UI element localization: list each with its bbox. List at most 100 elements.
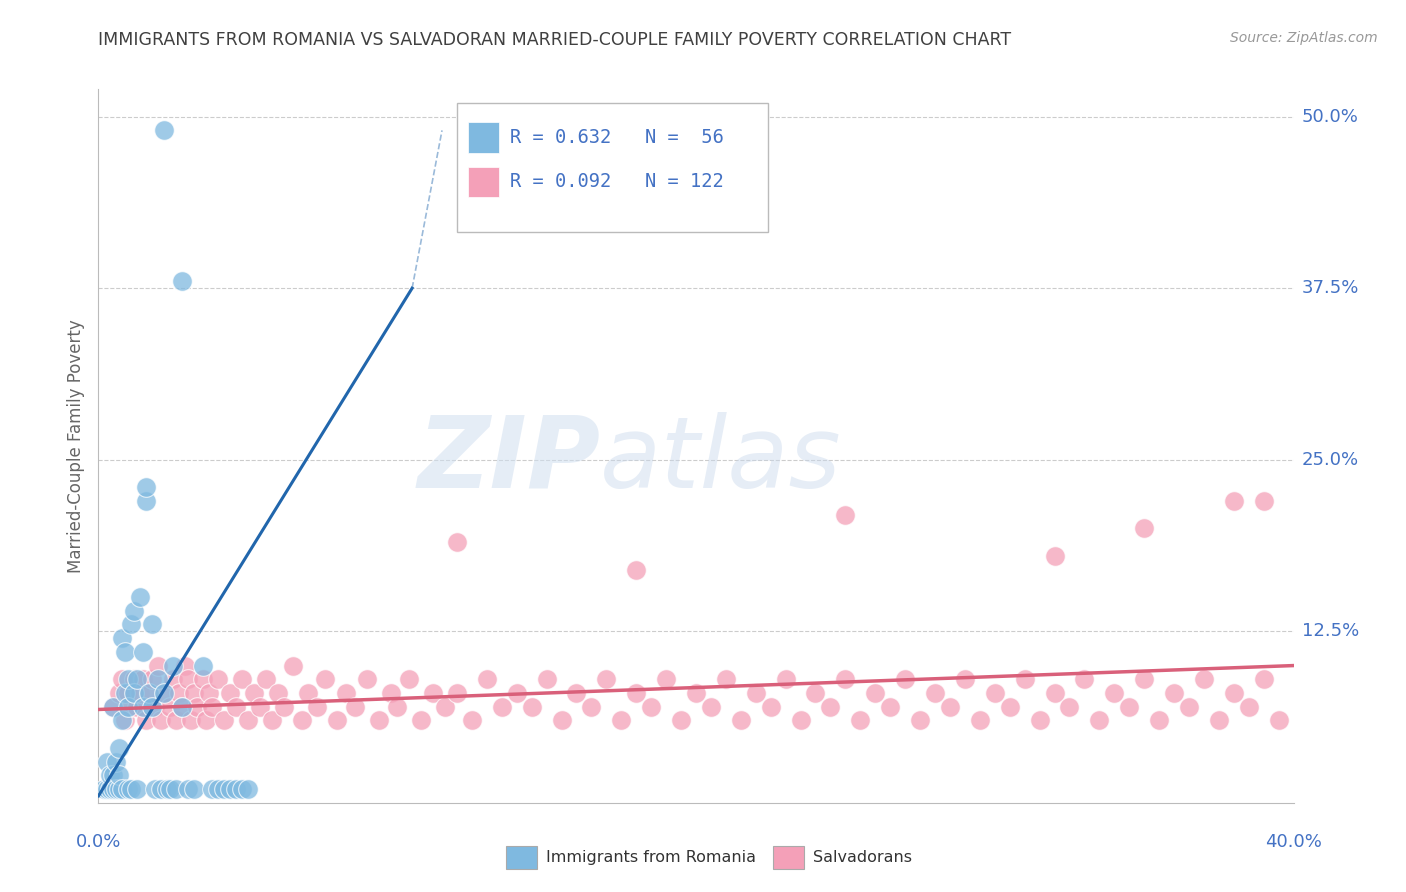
- Point: [132, 673, 155, 687]
- Point: [260, 714, 283, 728]
- Point: [135, 714, 157, 728]
- Point: [335, 686, 357, 700]
- Y-axis label: Married-Couple Family Poverty: Married-Couple Family Poverty: [66, 319, 84, 573]
- Point: [127, 782, 149, 797]
- Point: [834, 508, 856, 522]
- Point: [326, 714, 349, 728]
- Point: [207, 782, 229, 797]
- Point: [141, 699, 163, 714]
- Point: [610, 714, 633, 728]
- Point: [153, 123, 176, 137]
- Point: [167, 686, 190, 700]
- Point: [111, 714, 134, 728]
- Text: 40.0%: 40.0%: [1265, 833, 1322, 851]
- Point: [998, 699, 1021, 714]
- Point: [108, 782, 131, 797]
- Point: [344, 699, 367, 714]
- Point: [1192, 673, 1215, 687]
- Point: [1073, 673, 1095, 687]
- Point: [834, 673, 856, 687]
- Point: [1028, 714, 1050, 728]
- Point: [1223, 494, 1246, 508]
- Point: [183, 686, 205, 700]
- Point: [132, 699, 155, 714]
- Point: [894, 673, 917, 687]
- Point: [201, 699, 224, 714]
- Text: R = 0.092   N = 122: R = 0.092 N = 122: [510, 172, 724, 192]
- Point: [219, 686, 242, 700]
- Point: [108, 740, 131, 755]
- Point: [520, 699, 543, 714]
- Point: [446, 686, 468, 700]
- Point: [759, 699, 782, 714]
- Point: [148, 658, 170, 673]
- Point: [775, 673, 797, 687]
- Point: [177, 782, 200, 797]
- Point: [1043, 549, 1066, 563]
- Text: 25.0%: 25.0%: [1302, 450, 1360, 468]
- Point: [153, 686, 176, 700]
- Point: [1208, 714, 1230, 728]
- Point: [356, 673, 378, 687]
- Point: [172, 699, 194, 714]
- Point: [150, 714, 173, 728]
- Point: [315, 673, 337, 687]
- Point: [212, 782, 235, 797]
- Point: [305, 699, 328, 714]
- Point: [624, 686, 647, 700]
- Point: [1088, 714, 1111, 728]
- Point: [111, 673, 134, 687]
- Point: [953, 673, 976, 687]
- Point: [141, 617, 163, 632]
- Point: [475, 673, 498, 687]
- Point: [1237, 699, 1260, 714]
- Point: [98, 768, 122, 782]
- Point: [186, 699, 208, 714]
- Point: [124, 673, 146, 687]
- Point: [103, 782, 125, 797]
- Point: [297, 686, 319, 700]
- Point: [1059, 699, 1081, 714]
- Point: [1014, 673, 1036, 687]
- Point: [924, 686, 946, 700]
- Point: [191, 658, 214, 673]
- Point: [254, 673, 277, 687]
- Point: [730, 714, 752, 728]
- Point: [174, 658, 197, 673]
- Point: [150, 782, 173, 797]
- Point: [385, 699, 409, 714]
- Point: [281, 658, 304, 673]
- Point: [506, 686, 529, 700]
- Point: [93, 782, 115, 797]
- Point: [143, 782, 166, 797]
- Point: [368, 714, 391, 728]
- Point: [225, 782, 247, 797]
- Point: [879, 699, 901, 714]
- Text: 37.5%: 37.5%: [1302, 279, 1360, 297]
- Point: [120, 782, 142, 797]
- Point: [172, 274, 194, 288]
- Point: [273, 699, 295, 714]
- Point: [114, 686, 136, 700]
- Point: [1253, 673, 1275, 687]
- Point: [117, 699, 139, 714]
- Text: Source: ZipAtlas.com: Source: ZipAtlas.com: [1230, 31, 1378, 45]
- Point: [180, 714, 202, 728]
- Point: [117, 673, 139, 687]
- Point: [124, 604, 146, 618]
- Point: [908, 714, 931, 728]
- Point: [1223, 686, 1246, 700]
- Point: [236, 714, 259, 728]
- Point: [138, 686, 160, 700]
- Point: [536, 673, 558, 687]
- Point: [108, 768, 131, 782]
- Point: [159, 782, 181, 797]
- Point: [595, 673, 617, 687]
- Point: [446, 535, 468, 549]
- Point: [117, 686, 139, 700]
- Point: [655, 673, 678, 687]
- Point: [491, 699, 513, 714]
- Point: [124, 686, 146, 700]
- Point: [207, 673, 229, 687]
- Point: [1104, 686, 1126, 700]
